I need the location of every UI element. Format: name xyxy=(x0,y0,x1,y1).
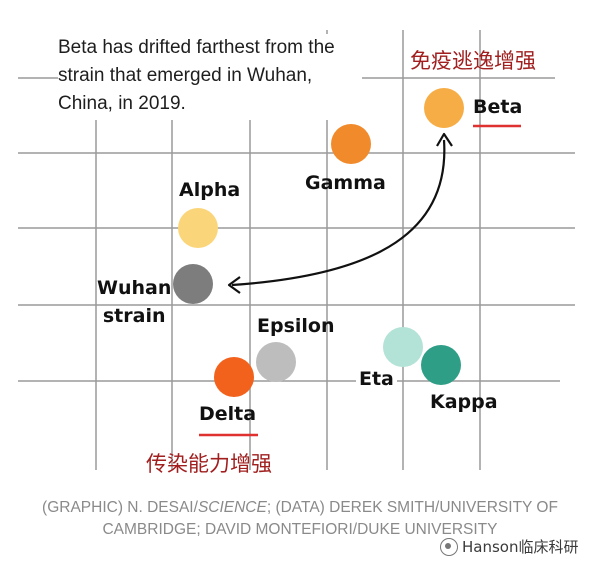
kappa-point xyxy=(421,345,461,385)
watermark: Hanson临床科研 xyxy=(440,536,578,557)
epsilon-label: Epsilon xyxy=(257,315,335,337)
alpha-label: Alpha xyxy=(179,179,241,201)
drift-arrow-head-beta xyxy=(436,132,453,147)
drift-arrow-head-wuhan xyxy=(227,276,241,294)
kappa-label: Kappa xyxy=(430,391,498,413)
delta-label: Delta xyxy=(199,403,257,425)
watermark-text: Hanson临床科研 xyxy=(462,538,579,556)
gamma-point xyxy=(331,124,371,164)
alpha-point xyxy=(178,208,218,248)
credit-part2: ; (DATA) DEREK SMITH/UNIVERSITY OF CAMBR… xyxy=(102,499,558,538)
gamma-label: Gamma xyxy=(305,172,386,194)
wuhan-label: Wuhan strain xyxy=(97,276,171,328)
intro-text: Beta has drifted farthest from the strai… xyxy=(58,34,362,120)
epsilon-point xyxy=(256,342,296,382)
beta-label: Beta xyxy=(473,96,523,118)
beta-point xyxy=(424,88,464,128)
transmissibility-annotation: 传染能力增强 xyxy=(146,452,272,476)
wuhan-label-line1: Wuhan xyxy=(97,277,172,299)
delta-point xyxy=(214,357,254,397)
wuhan-point xyxy=(173,264,213,304)
wechat-icon xyxy=(440,537,458,556)
credit-part1: (GRAPHIC) N. DESAI/ xyxy=(42,499,198,516)
credit-line: (GRAPHIC) N. DESAI/SCIENCE; (DATA) DEREK… xyxy=(30,497,570,541)
eta-point xyxy=(383,327,423,367)
eta-label: Eta xyxy=(356,367,397,391)
immune-escape-annotation: 免疫逃逸增强 xyxy=(410,49,536,73)
drift-arrow xyxy=(231,139,446,287)
grid-lines xyxy=(18,30,575,470)
wuhan-label-line2: strain xyxy=(102,305,166,327)
credit-italic: SCIENCE xyxy=(197,499,267,516)
